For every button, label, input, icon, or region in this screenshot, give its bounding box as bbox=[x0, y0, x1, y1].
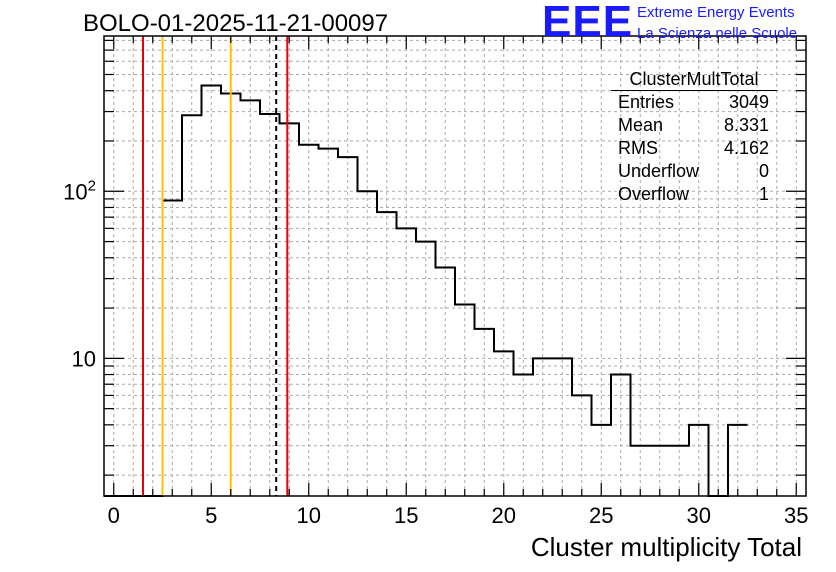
y-tick-label: 102 bbox=[63, 177, 96, 204]
x-tick-label: 20 bbox=[492, 503, 516, 528]
x-tick-label: 5 bbox=[205, 503, 217, 528]
stats-row: Underflow 0 bbox=[611, 160, 777, 183]
x-tick-label: 35 bbox=[784, 503, 808, 528]
stats-box: ClusterMultTotal Entries 3049 Mean 8.331 RMS… bbox=[611, 68, 777, 206]
plot-area bbox=[104, 36, 806, 496]
stats-label: Underflow bbox=[618, 161, 700, 181]
y-tick-label: 10 bbox=[72, 346, 96, 371]
logo-line-1: Extreme Energy Events bbox=[637, 4, 795, 21]
stats-title: ClusterMultTotal bbox=[611, 68, 777, 91]
stats-value: 8.331 bbox=[723, 115, 769, 135]
stats-value: 1 bbox=[758, 184, 769, 204]
stats-value: 3049 bbox=[728, 92, 769, 112]
stats-row: Entries 3049 bbox=[611, 91, 777, 114]
plot-frame bbox=[103, 35, 807, 497]
eee-logo: EEE bbox=[542, 0, 634, 46]
logo-line-2: La Scienza nelle Scuole bbox=[637, 25, 798, 42]
stats-value: 4.162 bbox=[723, 138, 769, 158]
x-tick-label: 15 bbox=[394, 503, 418, 528]
stats-value: 0 bbox=[758, 161, 769, 181]
stats-label: Overflow bbox=[618, 184, 690, 204]
x-tick-label: 25 bbox=[589, 503, 613, 528]
x-axis-label: Cluster multiplicity Total bbox=[530, 532, 802, 562]
x-tick-label: 0 bbox=[108, 503, 120, 528]
stats-label: Mean bbox=[618, 115, 664, 135]
histogram-series bbox=[104, 84, 748, 497]
stats-label: Entries bbox=[618, 92, 675, 112]
stats-label: RMS bbox=[618, 138, 658, 158]
stats-row: Mean 8.331 bbox=[611, 114, 777, 137]
x-tick-label: 30 bbox=[687, 503, 711, 528]
stats-row: RMS 4.162 bbox=[611, 137, 777, 160]
x-tick-label: 10 bbox=[297, 503, 321, 528]
stats-row: Overflow 1 bbox=[611, 183, 777, 206]
run-title: BOLO-01-2025-11-21-00097 bbox=[83, 10, 389, 37]
